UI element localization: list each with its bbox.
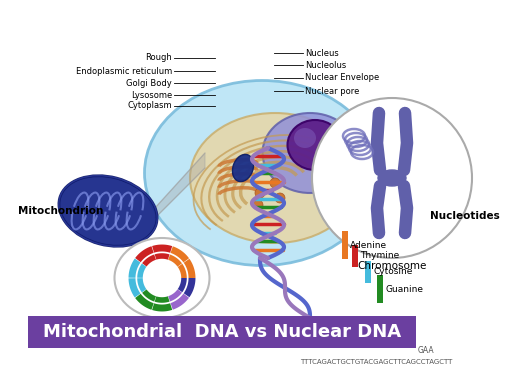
Text: GAA: GAA: [418, 346, 435, 355]
Text: Mitochondrial  DNA vs Nuclear DNA: Mitochondrial DNA vs Nuclear DNA: [43, 323, 401, 341]
Ellipse shape: [288, 120, 343, 170]
Text: Golgi Body: Golgi Body: [126, 79, 172, 87]
Text: Mitochondrion: Mitochondrion: [18, 206, 103, 216]
Ellipse shape: [190, 113, 360, 243]
Ellipse shape: [144, 80, 379, 265]
Circle shape: [270, 178, 280, 188]
Text: Nuclear Envelope: Nuclear Envelope: [305, 74, 379, 82]
Circle shape: [312, 98, 472, 258]
Text: Chromosome: Chromosome: [357, 261, 426, 271]
Text: Adenine: Adenine: [350, 241, 387, 249]
Circle shape: [255, 188, 265, 198]
Text: Guanine: Guanine: [385, 285, 423, 293]
Text: Cytoplasm: Cytoplasm: [127, 101, 172, 111]
Text: Rough: Rough: [145, 54, 172, 62]
Ellipse shape: [378, 170, 406, 186]
Text: Lysosome: Lysosome: [131, 90, 172, 100]
Text: Cytosine: Cytosine: [373, 267, 412, 277]
Text: Nucleus: Nucleus: [305, 49, 339, 57]
Ellipse shape: [263, 113, 357, 193]
Ellipse shape: [232, 154, 253, 182]
Circle shape: [253, 200, 263, 210]
Text: Thymine: Thymine: [360, 252, 399, 260]
Bar: [365, 261, 371, 283]
Circle shape: [275, 193, 285, 203]
Text: Nuclear pore: Nuclear pore: [305, 87, 359, 95]
Bar: [352, 245, 358, 267]
Text: Endoplasmic reticulum: Endoplasmic reticulum: [76, 67, 172, 75]
Polygon shape: [155, 153, 205, 218]
Ellipse shape: [59, 176, 157, 246]
Text: TTTCAGACTGCTGTACGAGCTTCAGCCTAGCTT: TTTCAGACTGCTGTACGAGCTTCAGCCTAGCTT: [300, 359, 453, 365]
Text: Mitochondrial DNA: Mitochondrial DNA: [120, 328, 204, 337]
Ellipse shape: [294, 128, 316, 148]
Text: Nucleotides: Nucleotides: [430, 211, 500, 221]
Bar: [342, 231, 348, 259]
Bar: [28, 316, 416, 348]
Bar: [377, 275, 383, 303]
Ellipse shape: [115, 238, 209, 318]
Text: Nucleolus: Nucleolus: [305, 61, 346, 69]
